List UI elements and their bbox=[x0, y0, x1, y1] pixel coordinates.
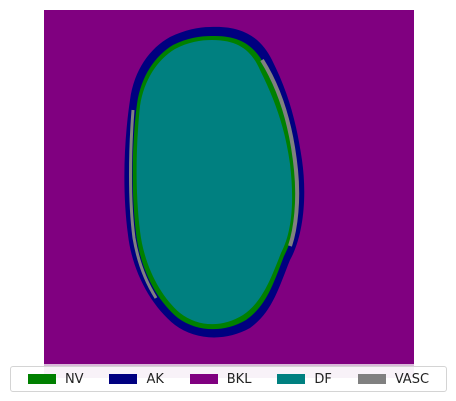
legend-item-bkl: BKL bbox=[189, 371, 252, 387]
legend-swatch-ak bbox=[109, 374, 138, 384]
legend-label-bkl: BKL bbox=[226, 371, 252, 387]
legend-label-vasc: VASC bbox=[394, 371, 430, 387]
vasc-streak-right bbox=[260, 58, 300, 247]
df-core-region bbox=[136, 40, 293, 325]
legend-swatch-vasc bbox=[357, 374, 386, 384]
legend-swatch-nv bbox=[27, 374, 56, 384]
legend: NV AK BKL DF VASC bbox=[10, 366, 447, 392]
legend-item-vasc: VASC bbox=[357, 371, 430, 387]
legend-label-ak: AK bbox=[146, 371, 164, 387]
legend-item-nv: NV bbox=[27, 371, 84, 387]
vasc-streak-left bbox=[129, 109, 158, 299]
legend-item-df: DF bbox=[277, 372, 332, 387]
legend-label-nv: NV bbox=[64, 371, 84, 387]
legend-swatch-df bbox=[277, 374, 306, 384]
legend-item-ak: AK bbox=[109, 371, 164, 387]
legend-label-df: DF bbox=[314, 371, 332, 387]
legend-swatch-bkl bbox=[189, 374, 218, 384]
